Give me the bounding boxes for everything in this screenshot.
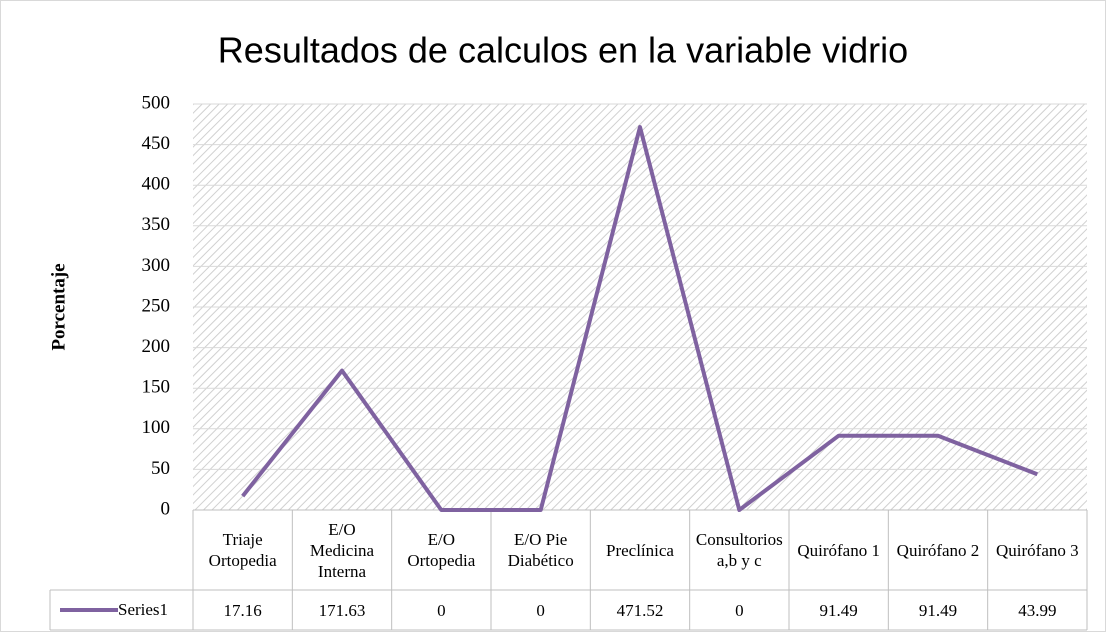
data-table-value-box: 0 <box>437 600 446 620</box>
data-table-value-box: 0 <box>536 600 545 620</box>
x-tick-label: Preclínica <box>606 540 674 560</box>
y-tick-label: 350 <box>142 214 171 235</box>
x-tick-label-box: Quirófano 2 <box>896 540 980 560</box>
x-tick-label: E/O Ortopedia <box>407 530 476 570</box>
y-tick-label: 50 <box>151 458 170 479</box>
legend-label: Series1 <box>118 600 168 619</box>
data-table-value-box: 0 <box>735 600 744 620</box>
y-tick-label: 300 <box>142 255 171 276</box>
y-tick-label: 500 <box>142 92 171 113</box>
y-tick-label: 200 <box>142 336 171 357</box>
data-table-value-box: 171.63 <box>318 600 366 620</box>
y-tick-label: 450 <box>142 133 171 154</box>
x-tick-label-box: Triaje Ortopedia <box>208 530 277 570</box>
chart-title: Resultados de calculos en la variable vi… <box>218 30 908 71</box>
x-tick-label: E/O Pie Diabético <box>507 530 574 570</box>
x-tick-label: Consultorios a,b y c <box>695 530 783 570</box>
x-tick-label-box: Consultorios a,b y c <box>695 530 783 570</box>
data-table-value: 43.99 <box>1018 600 1057 620</box>
y-tick-label: 100 <box>142 417 171 438</box>
data-table-value-box: 471.52 <box>616 600 664 620</box>
x-tick-label-box: E/O Pie Diabético <box>507 530 574 570</box>
data-table-value-box: 91.49 <box>918 600 958 620</box>
x-tick-label-box: Preclínica <box>606 540 674 560</box>
data-table-value: 171.63 <box>318 600 366 620</box>
data-table-value: 0 <box>735 600 744 620</box>
data-table-value: 0 <box>536 600 545 620</box>
x-tick-label-box: E/O Medicina Interna <box>309 519 375 581</box>
x-tick-label-box: Quirófano 1 <box>797 540 880 560</box>
data-table-value-box: 17.16 <box>223 600 262 620</box>
x-tick-label: Triaje Ortopedia <box>208 530 277 570</box>
x-tick-label: Quirófano 3 <box>996 540 1079 560</box>
x-tick-label: Quirófano 1 <box>797 540 880 560</box>
x-tick-label: E/O Medicina Interna <box>309 519 375 581</box>
data-table-value-box: 91.49 <box>819 600 858 620</box>
data-table-value: 17.16 <box>223 600 262 620</box>
x-tick-label-box: E/O Ortopedia <box>407 530 476 570</box>
series-line <box>241 125 1039 512</box>
x-tick-label: Quirófano 2 <box>896 540 980 560</box>
y-tick-label: 250 <box>142 295 171 316</box>
y-tick-label: 150 <box>142 377 171 398</box>
y-tick-label: 400 <box>142 174 171 195</box>
y-axis-label: Porcentaje <box>48 263 69 350</box>
data-table-value-box: 43.99 <box>1018 600 1057 620</box>
data-table-value: 471.52 <box>616 600 664 620</box>
data-table-value: 0 <box>437 600 446 620</box>
x-tick-label-box: Quirófano 3 <box>996 540 1079 560</box>
data-table-value: 91.49 <box>918 600 958 620</box>
y-tick-label: 0 <box>161 498 171 519</box>
data-table-value: 91.49 <box>819 600 858 620</box>
